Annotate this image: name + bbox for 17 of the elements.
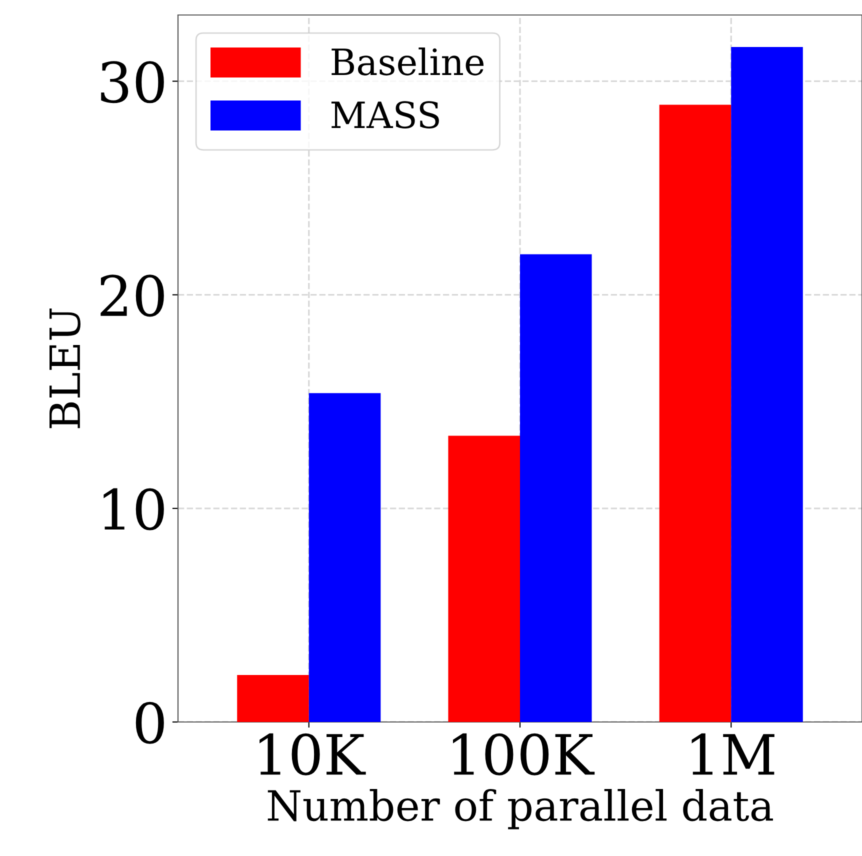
y-tick-label: 20: [100, 274, 164, 317]
x-tick-label: 1M: [692, 733, 774, 775]
y-tick-label: 30: [101, 61, 164, 104]
x-tick-label: 100K: [453, 733, 595, 776]
y-tick-label: 10: [104, 488, 164, 530]
bar: [659, 104, 732, 722]
bar: [237, 675, 309, 722]
legend-label: Baseline: [332, 48, 484, 76]
x-axis-title: Number of parallel data: [268, 788, 773, 830]
legend-label: MASS: [331, 101, 439, 128]
bar: [308, 393, 381, 722]
y-tick-label: 0: [136, 702, 164, 744]
bar: [448, 436, 520, 722]
x-tick-label: 10K: [260, 733, 366, 776]
y-axis-title: BLEU: [50, 308, 80, 428]
bar: [731, 47, 803, 722]
bar: [520, 254, 592, 722]
